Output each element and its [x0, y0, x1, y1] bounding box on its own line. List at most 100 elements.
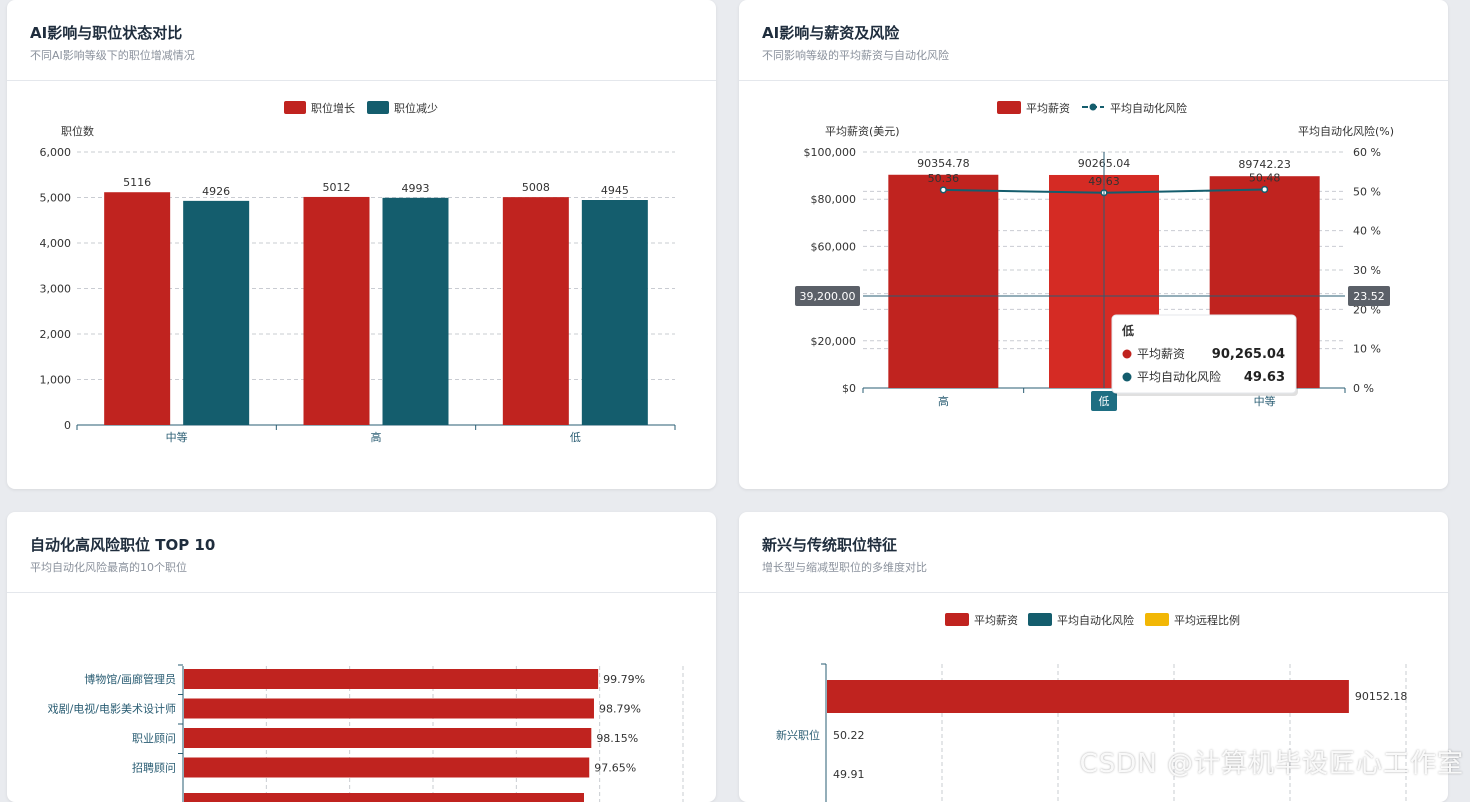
crosshair-left-badge	[795, 286, 860, 306]
tooltip-title: 低	[1121, 323, 1134, 338]
card-header: AI影响与职位状态对比 不同AI影响等级下的职位增减情况	[7, 0, 716, 81]
legend-label-bar: 平均薪资	[1026, 102, 1070, 115]
data-label: 98.15%	[596, 732, 638, 745]
data-label-risk: 50.36	[928, 172, 960, 185]
tooltip-box	[1111, 314, 1297, 394]
bar-decrease[interactable]	[382, 197, 449, 425]
y-tick-label-left: $60,000	[811, 240, 857, 253]
bar-0[interactable]	[827, 680, 1349, 713]
card-header: 自动化高风险职位 TOP 10 平均自动化风险最高的10个职位	[7, 512, 716, 593]
y-axis-label: 职位数	[61, 124, 94, 138]
legend-swatch-bar[interactable]	[997, 101, 1021, 114]
card-subtitle: 不同AI影响等级下的职位增减情况	[30, 49, 195, 62]
data-label: 99.79%	[603, 673, 645, 686]
point-risk[interactable]	[1261, 185, 1269, 193]
bar-growth[interactable]	[303, 196, 370, 425]
x-tick-label: 中等	[1254, 394, 1276, 408]
x-tick-label: 中等	[166, 430, 188, 444]
legend-label-1: 平均自动化风险	[1057, 613, 1134, 627]
tooltip-marker	[1122, 349, 1132, 359]
legend-label-1: 职位减少	[394, 101, 438, 115]
y-tick-label-right: 30 %	[1353, 264, 1381, 277]
card-subtitle: 不同影响等级的平均薪资与自动化风险	[762, 49, 949, 62]
y-tick-label: 职业顾问	[132, 732, 176, 745]
data-label: 4993	[402, 182, 430, 195]
data-label: 90152.18	[1355, 690, 1408, 703]
y-tick-label: 3,000	[40, 283, 72, 296]
card-ai-impact-salary-risk: AI影响与薪资及风险 不同影响等级的平均薪资与自动化风险 平均薪资 平均自动化风险…	[739, 0, 1448, 489]
data-label: 4926	[202, 185, 230, 198]
bar-decrease[interactable]	[581, 200, 648, 425]
bar-growth[interactable]	[502, 197, 569, 425]
y-tick-label: 4,000	[40, 237, 72, 250]
y-tick-label-right: 60 %	[1353, 146, 1381, 159]
x-tick-label: 低	[570, 431, 581, 444]
y-tick-label-right: 0 %	[1353, 382, 1374, 395]
bar-risk[interactable]	[184, 669, 599, 689]
data-label: 5008	[522, 181, 550, 194]
legend-label-2: 平均远程比例	[1174, 613, 1240, 627]
card-header: AI影响与薪资及风险 不同影响等级的平均薪资与自动化风险	[739, 0, 1448, 81]
y-tick-label-left: $20,000	[811, 335, 857, 348]
y-tick-label-right: 20 %	[1353, 303, 1381, 316]
y-tick-label: 0	[64, 419, 71, 432]
data-label: 5116	[123, 176, 151, 189]
legend-swatch-0[interactable]	[284, 101, 306, 114]
y-tick-label-left: $80,000	[811, 193, 857, 206]
point-risk[interactable]	[939, 186, 947, 194]
y-tick-label: 新兴职位	[776, 728, 820, 742]
y-tick-label-left: $100,000	[804, 146, 857, 159]
bar-decrease[interactable]	[183, 200, 250, 425]
data-label-risk: 50.48	[1249, 171, 1281, 184]
x-tick-label: 低	[1099, 395, 1110, 408]
crosshair-left-value: 39,200.00	[800, 290, 856, 303]
card-subtitle: 增长型与缩减型职位的多维度对比	[762, 561, 927, 574]
crosshair-category-badge	[1091, 391, 1117, 411]
bar-growth[interactable]	[104, 192, 171, 425]
y-tick-label-right: 40 %	[1353, 225, 1381, 238]
y-tick-label: 戏剧/电视/电影美术设计师	[48, 702, 176, 716]
crosshair-right-badge	[1348, 286, 1390, 306]
y-tick-label: 招聘顾问	[132, 761, 176, 775]
bar-risk[interactable]	[184, 728, 592, 748]
y-tick-label: 2,000	[40, 328, 72, 341]
legend-swatch-2[interactable]	[1145, 613, 1169, 626]
x-tick-label: 高	[938, 394, 949, 408]
y-tick-label: 6,000	[40, 146, 72, 159]
data-label: 4945	[601, 184, 629, 197]
legend-label-line: 平均自动化风险	[1110, 101, 1187, 115]
data-label: 97.65%	[594, 762, 636, 775]
card-high-risk-top10: 自动化高风险职位 TOP 10 平均自动化风险最高的10个职位 博物馆/画廊管理…	[7, 512, 716, 802]
bar-risk-partial	[184, 793, 584, 802]
legend-swatch-0[interactable]	[945, 613, 969, 626]
y-axis-label-left: 平均薪资(美元)	[825, 125, 900, 138]
bar-risk[interactable]	[184, 698, 594, 719]
bar-salary[interactable]	[888, 174, 999, 388]
card-title: AI影响与薪资及风险	[762, 24, 900, 42]
legend-swatch-1[interactable]	[1028, 613, 1052, 626]
tooltip-marker	[1122, 372, 1132, 382]
card-emerging-vs-traditional: 新兴与传统职位特征 增长型与缩减型职位的多维度对比 平均薪资 平均自动化风险 平均远…	[739, 512, 1448, 802]
y-axis-label-right: 平均自动化风险(%)	[1298, 124, 1394, 138]
card-header: 新兴与传统职位特征 增长型与缩减型职位的多维度对比	[739, 512, 1448, 593]
tooltip-row-value: 49.63	[1244, 370, 1285, 385]
bar-risk[interactable]	[184, 757, 590, 778]
legend-label-0: 职位增长	[311, 101, 355, 115]
card-title: 新兴与传统职位特征	[762, 536, 898, 554]
card-subtitle: 平均自动化风险最高的10个职位	[30, 561, 187, 574]
y-tick-label-right: 50 %	[1353, 185, 1381, 198]
card-title: 自动化高风险职位 TOP 10	[30, 536, 216, 554]
y-tick-label-right: 10 %	[1353, 343, 1381, 356]
legend-swatch-dot	[1089, 103, 1097, 111]
legend-swatch-1[interactable]	[367, 101, 389, 114]
data-label-salary: 89742.23	[1238, 158, 1291, 171]
chart-high-risk-jobs[interactable]: 博物馆/画廊管理员 99.79% 戏剧/电视/电影美术设计师 98.79% 职业顾问 98…	[7, 592, 716, 802]
data-label: 5012	[323, 181, 351, 194]
data-label: 50.22	[833, 729, 865, 742]
y-tick-label: 1,000	[40, 374, 72, 387]
data-label-salary: 90354.78	[917, 157, 970, 170]
crosshair-right-value: 23.52	[1353, 290, 1385, 303]
